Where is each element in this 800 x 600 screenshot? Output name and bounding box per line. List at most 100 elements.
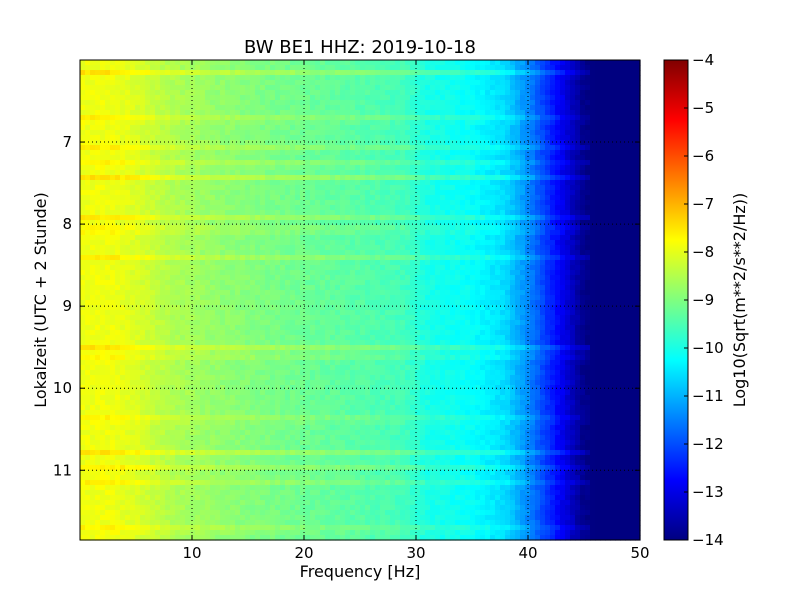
heatmap-cell	[265, 110, 271, 116]
heatmap-cell	[230, 275, 236, 281]
heatmap-cell	[270, 165, 276, 171]
heatmap-cell	[155, 205, 161, 211]
heatmap-cell	[150, 245, 156, 251]
heatmap-cell	[265, 105, 271, 111]
heatmap-cell	[455, 240, 461, 246]
heatmap-cell	[250, 170, 256, 176]
heatmap-cell	[175, 165, 181, 171]
heatmap-cell	[615, 70, 621, 76]
heatmap-cell	[185, 265, 191, 271]
heatmap-cell	[290, 65, 296, 71]
heatmap-cell	[425, 260, 431, 266]
heatmap-cell	[340, 240, 346, 246]
heatmap-cell	[405, 235, 411, 241]
heatmap-cell	[410, 125, 416, 131]
heatmap-cell	[110, 85, 116, 91]
heatmap-cell	[240, 235, 246, 241]
heatmap-cell	[175, 105, 181, 111]
heatmap-cell	[510, 220, 516, 226]
heatmap-cell	[460, 275, 466, 281]
heatmap-cell	[255, 155, 261, 161]
heatmap-cell	[615, 115, 621, 121]
heatmap-cell	[260, 160, 266, 166]
heatmap-cell	[420, 115, 426, 121]
heatmap-cell	[380, 235, 386, 241]
heatmap-cell	[325, 110, 331, 116]
heatmap-cell	[120, 85, 126, 91]
heatmap-cell	[135, 85, 141, 91]
heatmap-cell	[420, 145, 426, 151]
heatmap-cell	[325, 205, 331, 211]
heatmap-cell	[95, 250, 101, 256]
heatmap-cell	[150, 140, 156, 146]
heatmap-cell	[490, 140, 496, 146]
heatmap-cell	[115, 135, 121, 141]
heatmap-cell	[130, 125, 136, 131]
heatmap-cell	[555, 85, 561, 91]
heatmap-cell	[485, 245, 491, 251]
heatmap-cell	[635, 270, 641, 276]
heatmap-cell	[535, 180, 541, 186]
heatmap-cell	[575, 115, 581, 121]
heatmap-cell	[575, 180, 581, 186]
heatmap-cell	[405, 195, 411, 201]
heatmap-cell	[420, 175, 426, 181]
heatmap-cell	[535, 235, 541, 241]
heatmap-cell	[170, 280, 176, 286]
heatmap-cell	[170, 210, 176, 216]
heatmap-cell	[435, 265, 441, 271]
heatmap-cell	[360, 260, 366, 266]
heatmap-cell	[600, 150, 606, 156]
heatmap-cell	[360, 90, 366, 96]
heatmap-cell	[485, 130, 491, 136]
heatmap-cell	[360, 270, 366, 276]
heatmap-cell	[560, 150, 566, 156]
heatmap-cell	[195, 275, 201, 281]
heatmap-cell	[155, 270, 161, 276]
heatmap-cell	[460, 125, 466, 131]
heatmap-cell	[600, 140, 606, 146]
heatmap-cell	[370, 250, 376, 256]
heatmap-cell	[215, 150, 221, 156]
heatmap-cell	[145, 265, 151, 271]
heatmap-cell	[330, 75, 336, 81]
heatmap-cell	[150, 155, 156, 161]
heatmap-cell	[175, 265, 181, 271]
heatmap-cell	[225, 275, 231, 281]
heatmap-cell	[260, 210, 266, 216]
heatmap-cell	[625, 185, 631, 191]
heatmap-cell	[600, 125, 606, 131]
heatmap-cell	[405, 185, 411, 191]
heatmap-cell	[275, 155, 281, 161]
heatmap-cell	[555, 185, 561, 191]
heatmap-cell	[555, 200, 561, 206]
heatmap-cell	[480, 140, 486, 146]
heatmap-cell	[200, 95, 206, 101]
heatmap-cell	[245, 160, 251, 166]
heatmap-cell	[565, 120, 571, 126]
heatmap-cell	[140, 70, 146, 76]
heatmap-cell	[225, 140, 231, 146]
heatmap-cell	[400, 100, 406, 106]
heatmap-cell	[115, 110, 121, 116]
heatmap-cell	[350, 70, 356, 76]
heatmap-cell	[195, 90, 201, 96]
heatmap-cell	[625, 255, 631, 261]
heatmap-cell	[455, 170, 461, 176]
heatmap-cell	[450, 250, 456, 256]
heatmap-cell	[500, 70, 506, 76]
heatmap-cell	[135, 235, 141, 241]
heatmap-cell	[465, 170, 471, 176]
heatmap-cell	[185, 80, 191, 86]
heatmap-cell	[605, 155, 611, 161]
heatmap-cell	[410, 210, 416, 216]
heatmap-cell	[560, 140, 566, 146]
heatmap-cell	[545, 65, 551, 71]
heatmap-cell	[320, 95, 326, 101]
heatmap-cell	[235, 105, 241, 111]
heatmap-cell	[485, 115, 491, 121]
heatmap-cell	[180, 185, 186, 191]
heatmap-cell	[385, 265, 391, 271]
heatmap-cell	[290, 120, 296, 126]
heatmap-cell	[155, 170, 161, 176]
